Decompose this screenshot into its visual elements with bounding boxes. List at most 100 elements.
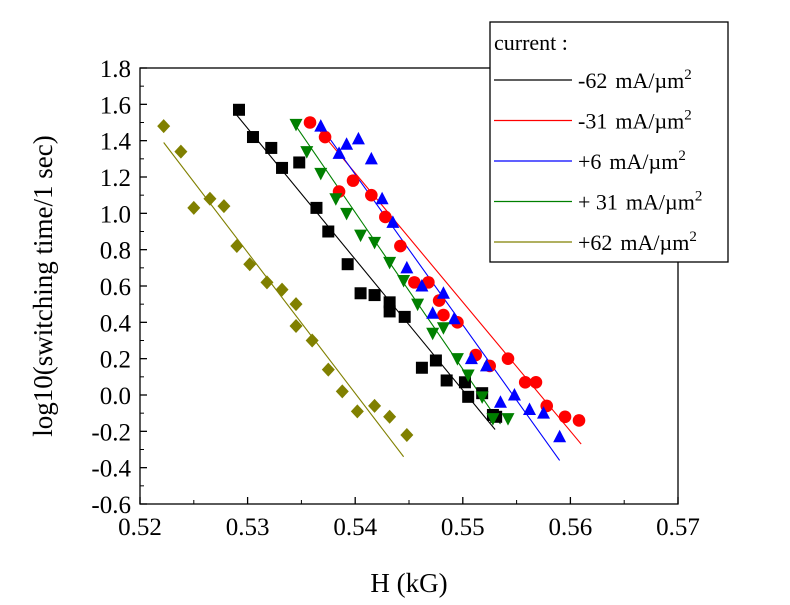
x-tick-label: 0.56 — [549, 514, 593, 541]
x-tick-label: 0.52 — [118, 514, 162, 541]
data-point — [354, 229, 368, 243]
data-point — [305, 333, 319, 348]
y-tick-label: 0.4 — [100, 310, 132, 337]
legend: current : -62 mA/µm2-31 mA/µm2+6 mA/µm2+ 31… — [489, 21, 729, 263]
data-point — [408, 276, 421, 289]
data-point — [523, 402, 537, 416]
data-point — [368, 236, 382, 250]
data-point — [203, 191, 217, 206]
legend-label: -62 mA/µm2 — [578, 67, 692, 93]
data-point — [379, 210, 392, 224]
legend-item: +6 mA/µm2 — [494, 148, 686, 174]
y-tick-label: 0.2 — [100, 347, 131, 374]
data-point — [157, 119, 171, 134]
data-point — [275, 282, 289, 297]
data-point — [462, 390, 475, 403]
data-point — [383, 296, 396, 309]
data-point — [411, 298, 425, 312]
data-point — [289, 318, 303, 333]
legend-title: current : — [494, 30, 568, 55]
data-point — [300, 146, 314, 159]
legend-unit: mA/µm — [626, 190, 695, 215]
series-3-points — [289, 118, 515, 426]
data-point — [383, 409, 397, 424]
series-2-points — [314, 119, 567, 443]
legend-unit: mA/µm — [620, 230, 689, 255]
legend-label: +62 mA/µm2 — [578, 229, 697, 255]
data-point — [187, 200, 201, 215]
data-point — [260, 275, 274, 290]
x-tick-label: 0.57 — [656, 514, 700, 541]
y-tick-label: 1.4 — [100, 129, 132, 156]
data-point — [217, 199, 231, 214]
data-point — [450, 353, 464, 366]
legend-unit-exponent: 2 — [695, 189, 703, 205]
legend-label: +6 mA/µm2 — [578, 148, 686, 174]
x-tick-label: 0.54 — [333, 514, 377, 541]
data-point — [375, 191, 389, 205]
legend-unit: mA/µm — [609, 149, 678, 174]
data-point — [232, 103, 245, 116]
legend-item: -62 mA/µm2 — [494, 67, 692, 93]
y-tick-label: -0.6 — [91, 492, 131, 519]
data-point — [429, 354, 442, 367]
data-point — [537, 406, 550, 419]
y-tick-label: 1.6 — [100, 92, 131, 119]
series-4-points — [157, 119, 414, 442]
legend-label: -31 mA/µm2 — [578, 108, 692, 134]
data-point — [493, 395, 507, 408]
legend-label: + 31 mA/µm2 — [578, 189, 702, 215]
data-point — [436, 322, 450, 335]
fit-line-series-1 — [317, 127, 582, 445]
legend-series-name: + 31 — [578, 190, 618, 215]
data-point — [322, 225, 335, 238]
data-point — [332, 146, 346, 159]
data-point — [321, 362, 335, 377]
data-point — [276, 161, 289, 174]
y-axis-label: log10(switching time/1 sec) — [28, 135, 58, 436]
data-point — [501, 413, 515, 426]
x-axis: 0.52 0.53 0.54 0.55 0.56 0.57 — [118, 497, 700, 541]
legend-unit: mA/µm — [615, 68, 684, 93]
legend-box — [489, 21, 729, 263]
data-point — [230, 239, 244, 254]
data-point — [437, 308, 450, 322]
y-tick-label: 1.8 — [100, 56, 131, 83]
data-point — [329, 193, 343, 206]
data-point — [383, 256, 397, 270]
data-point — [246, 131, 259, 144]
data-point — [440, 374, 453, 387]
data-point — [265, 141, 278, 154]
legend-series-name: +62 — [578, 230, 612, 255]
data-point — [310, 201, 323, 214]
data-point — [400, 260, 414, 274]
data-point — [558, 410, 572, 424]
data-point — [289, 297, 303, 312]
data-point — [335, 384, 349, 399]
data-point — [368, 289, 381, 302]
y-tick-label: 1.2 — [100, 165, 131, 192]
legend-series-name: -31 — [578, 109, 607, 134]
data-markers — [157, 103, 586, 443]
y-tick-label: -0.4 — [91, 456, 131, 483]
fit-line-series-4 — [163, 142, 405, 458]
legend-series-name: -62 — [578, 68, 607, 93]
data-point — [415, 279, 429, 292]
data-point — [351, 131, 365, 145]
data-point — [318, 130, 332, 144]
data-point — [341, 258, 354, 271]
data-point — [426, 306, 440, 319]
data-point — [354, 287, 367, 300]
legend-unit: mA/µm — [615, 109, 684, 134]
data-point — [293, 156, 306, 169]
legend-item: + 31 mA/µm2 — [494, 189, 702, 215]
data-point — [383, 305, 396, 318]
y-tick-label: 0.8 — [100, 238, 131, 265]
data-point — [289, 118, 303, 132]
legend-item: -31 mA/µm2 — [494, 108, 692, 134]
data-point — [518, 375, 532, 389]
y-tick-label: 1.0 — [100, 201, 131, 228]
legend-item: +62 mA/µm2 — [494, 229, 697, 255]
data-point — [461, 369, 475, 383]
legend-series-name: +6 — [578, 149, 601, 174]
